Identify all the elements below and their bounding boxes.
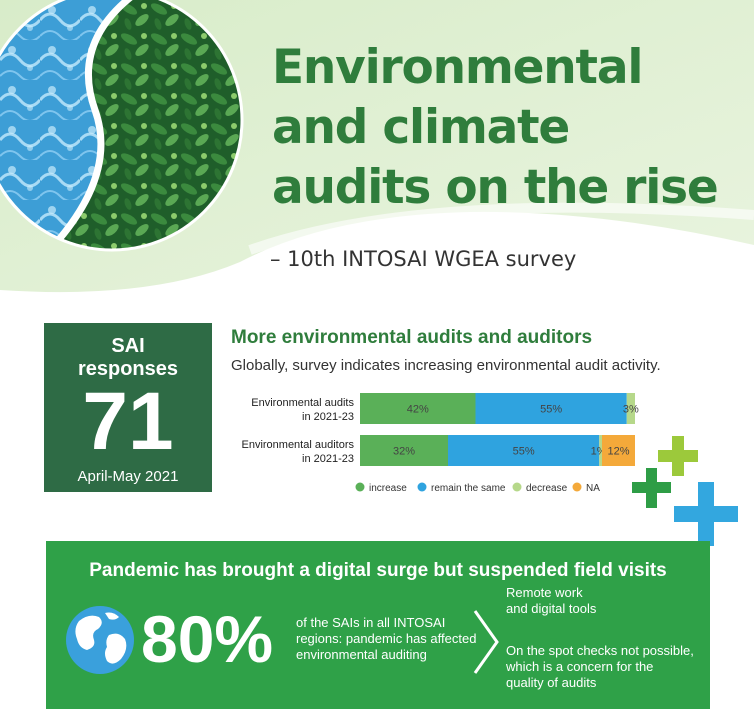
pandemic-panel: Pandemic has brought a digital surge but… [46, 541, 710, 709]
sai-responses-box: SAI responses 71 April-May 2021 [44, 323, 212, 492]
title-line: Environmental [272, 40, 643, 95]
data-label: 42% [407, 404, 429, 416]
category-label: in 2021-23 [302, 453, 354, 465]
legend-label: NA [586, 483, 600, 494]
survey-date: April-May 2021 [77, 468, 179, 485]
category-label: Environmental auditors [241, 439, 354, 451]
legend-label: decrease [526, 483, 568, 494]
plus-icon [632, 468, 671, 508]
description-line: of the SAIs in all INTOSAI [296, 615, 446, 630]
page-subtitle: – 10th INTOSAI WGEA survey [270, 247, 577, 271]
plus-icon [658, 436, 698, 476]
page-title: Environmental and climate audits on the … [272, 38, 742, 218]
title-line: audits on the rise [272, 160, 719, 215]
stacked-bar-chart: Environmental audits in 2021-23 42% 55% 3% En… [241, 393, 639, 494]
category-label: Environmental audits [251, 397, 354, 409]
pandemic-title: Pandemic has brought a digital surge but… [89, 560, 667, 581]
percent-figure: 80% [141, 602, 274, 676]
section-title: More environmental audits and auditors [231, 327, 593, 348]
bar-segment-remain-the-same [475, 393, 627, 424]
hero-background [0, 0, 754, 293]
note-line: and digital tools [506, 601, 597, 616]
note-line: On the spot checks not possible, [506, 643, 694, 658]
data-label: 3% [623, 404, 639, 416]
description-line: environmental auditing [296, 647, 427, 662]
spot-checks-note: On the spot checks not possible, which i… [506, 643, 706, 691]
globe-icon [66, 606, 134, 674]
legend-swatch [355, 482, 365, 492]
responses-label: responses [77, 358, 179, 380]
description-line: regions: pandemic has affected [296, 631, 477, 646]
legend-swatch [572, 482, 582, 492]
sai-count: 71 [82, 376, 174, 467]
percent-description: of the SAIs in all INTOSAI regions: pand… [296, 615, 486, 663]
bar-segment-increase [360, 393, 476, 424]
note-line: quality of audits [506, 675, 597, 690]
chevron-right-icon [473, 610, 499, 674]
title-line: and climate [272, 100, 570, 155]
note-line: Remote work [506, 585, 583, 600]
sai-label: SAI [111, 335, 145, 357]
remote-work-note: Remote work and digital tools [506, 585, 706, 617]
data-label: 12% [607, 446, 629, 458]
category-label: in 2021-23 [302, 411, 354, 423]
note-line: which is a concern for the [506, 659, 654, 674]
data-label: 32% [393, 446, 415, 458]
legend-swatch [417, 482, 427, 492]
bar-segment-increase [360, 435, 448, 466]
legend-label: remain the same [431, 483, 506, 494]
data-label: 55% [540, 404, 562, 416]
bar-segment-decrease [626, 393, 635, 424]
plus-decoration [632, 436, 738, 546]
legend-swatch [512, 482, 522, 492]
bar-segment-NA [602, 435, 635, 466]
bar-segment-remain-the-same [448, 435, 600, 466]
plus-icon [674, 482, 738, 546]
data-label: 55% [513, 446, 535, 458]
bar-segment-decrease [599, 435, 602, 466]
legend-label: increase [369, 483, 407, 494]
section-subtitle: Globally, survey indicates increasing en… [231, 357, 661, 374]
